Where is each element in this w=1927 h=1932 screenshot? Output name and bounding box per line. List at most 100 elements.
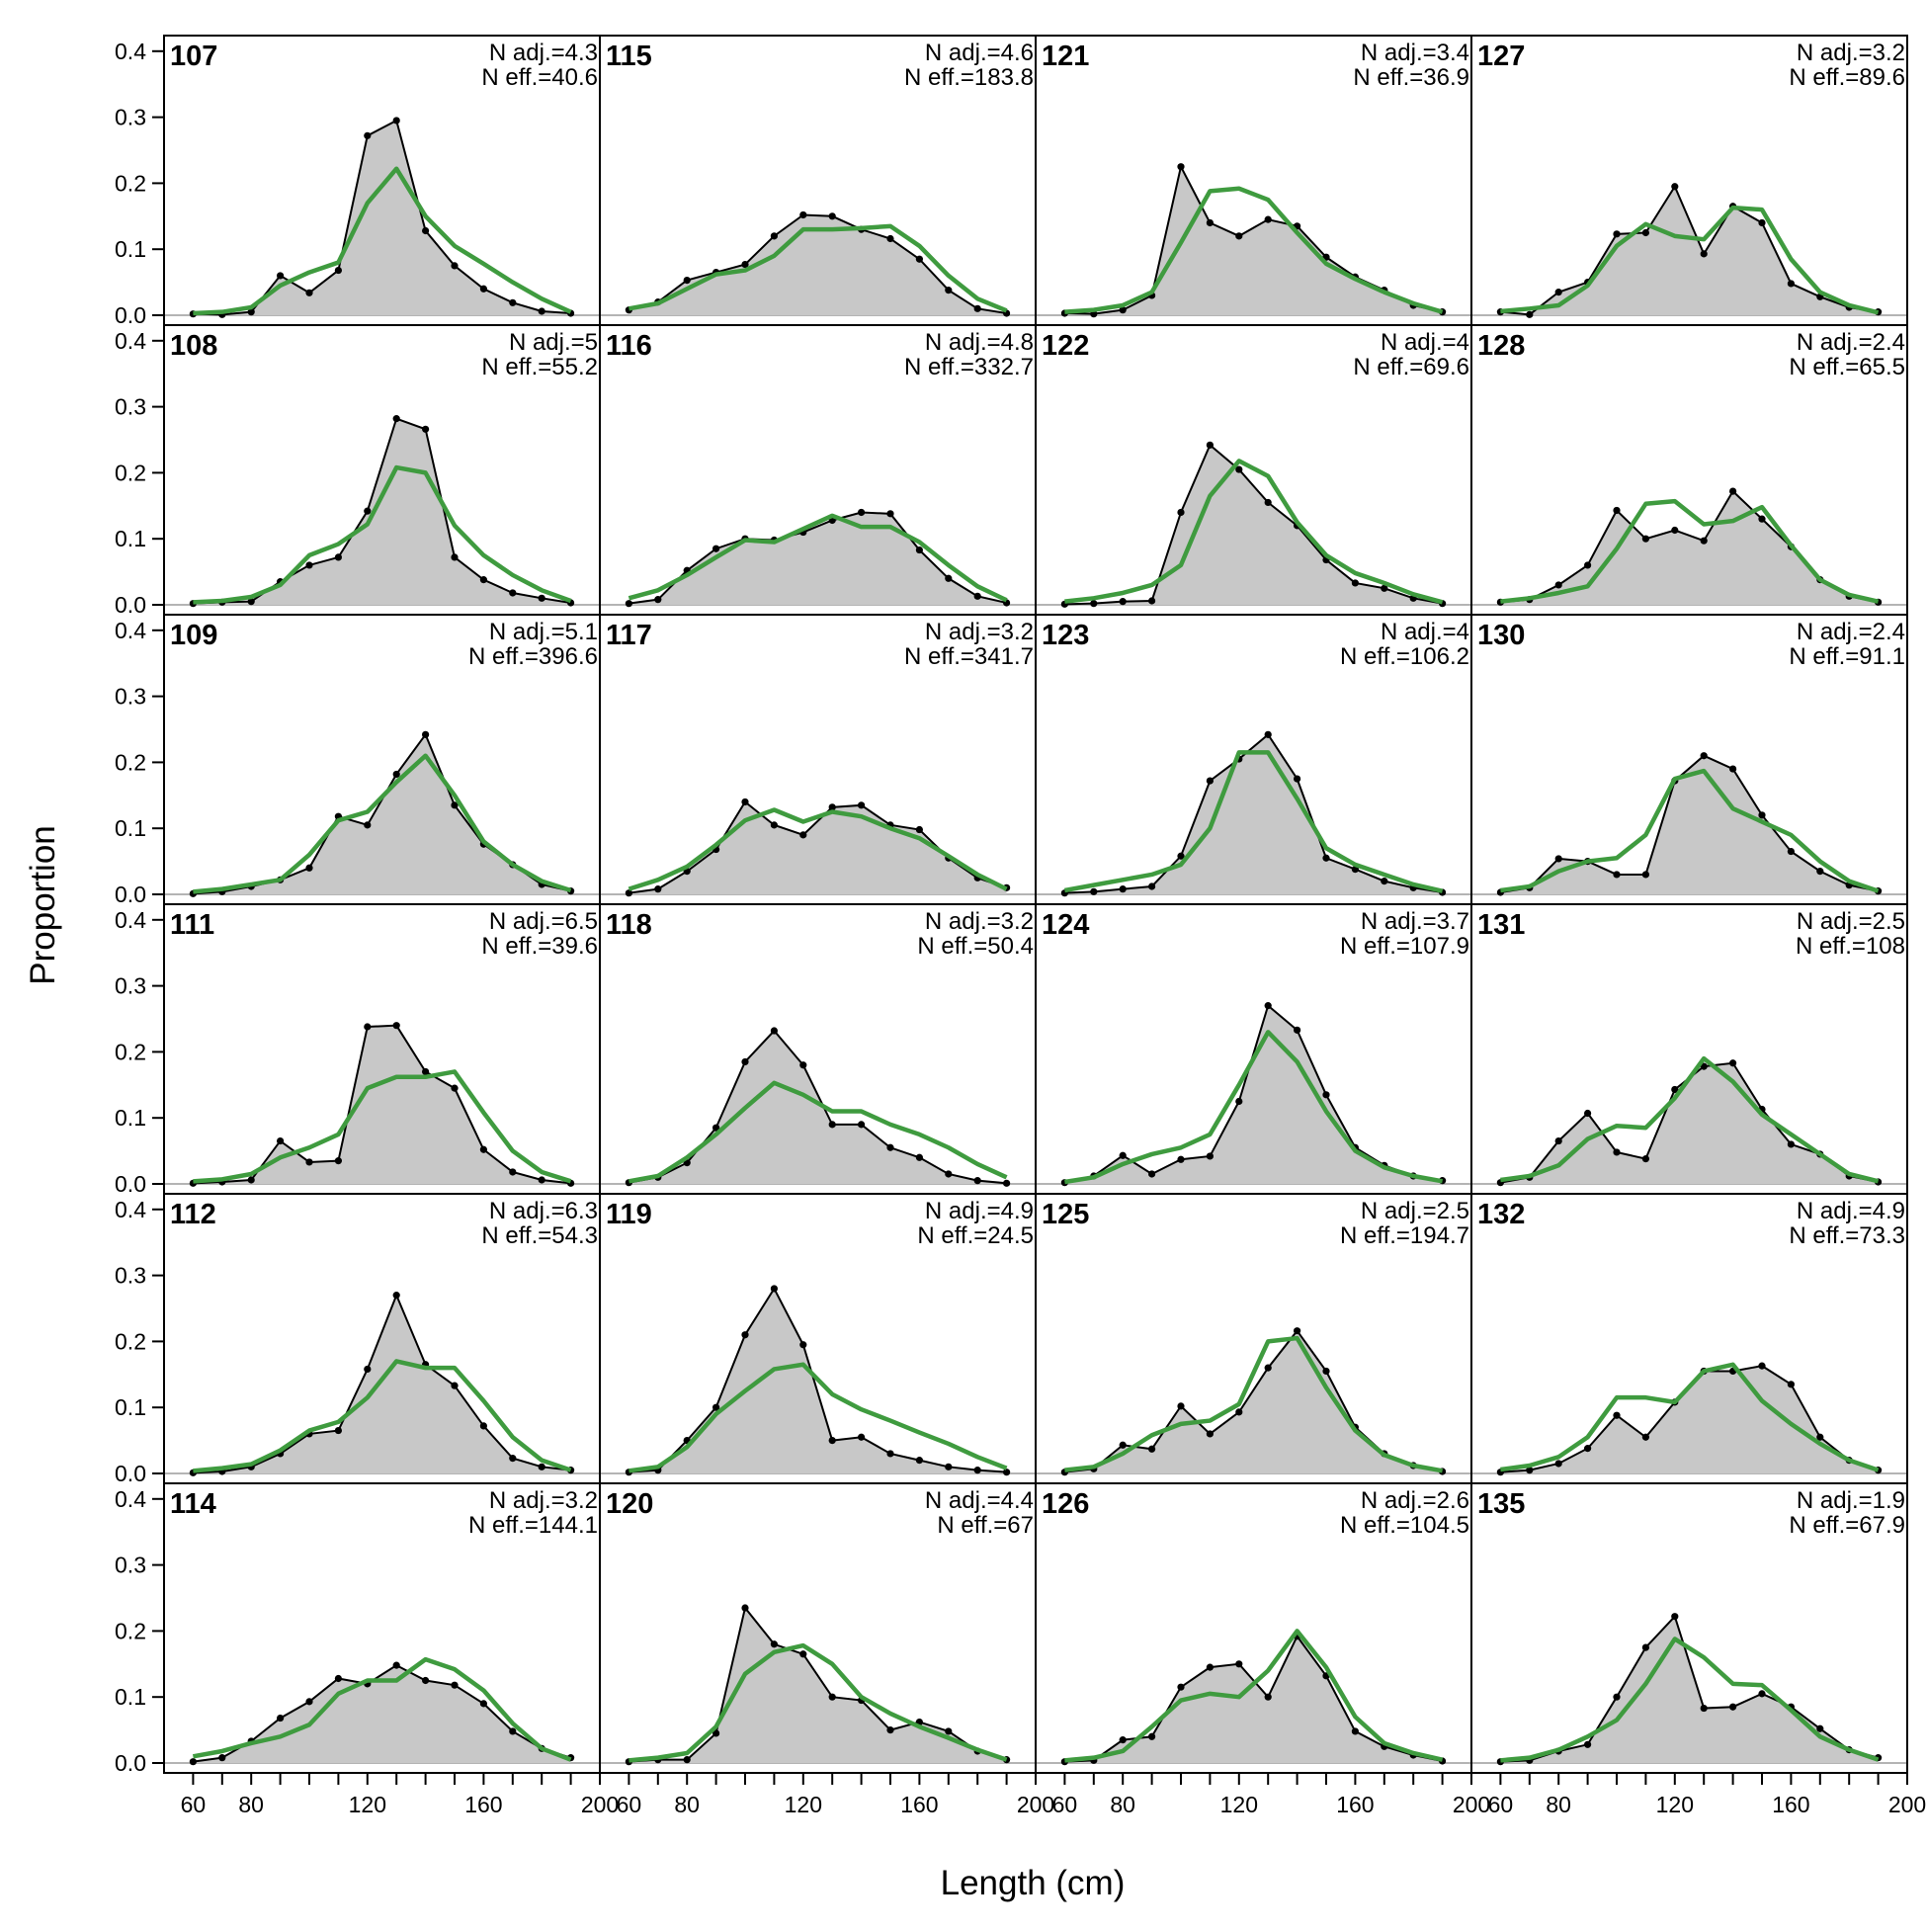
observed-point: [1177, 1402, 1185, 1410]
panel-label: 118: [606, 909, 652, 941]
observed-point: [799, 210, 807, 219]
observed-point: [1787, 280, 1795, 288]
expected-line: [192, 1656, 572, 1762]
observed-point: [1148, 1445, 1156, 1453]
observed-line: [1064, 732, 1443, 894]
n-eff-label: N eff.=108: [1796, 933, 1905, 960]
n-eff-label: N eff.=106.2: [1340, 643, 1469, 670]
x-tick-label: 60: [1052, 1792, 1078, 1817]
observed-point: [538, 594, 545, 602]
observed-point: [1613, 1148, 1621, 1156]
observed-point: [858, 801, 866, 809]
y-tick-label: 0.4: [115, 907, 146, 933]
n-eff-label: N eff.=54.3: [481, 1222, 598, 1249]
observed-point: [973, 304, 981, 312]
x-tick-label: 160: [1772, 1792, 1809, 1817]
observed-point: [1235, 465, 1243, 473]
observed-point: [1322, 1367, 1330, 1376]
y-tick-label: 0.4: [115, 39, 146, 64]
n-adj-label: N adj.=2.4: [1797, 329, 1905, 356]
observed-point: [945, 574, 953, 582]
expected-line: [193, 166, 572, 316]
panel-label: 116: [606, 330, 652, 362]
x-tick-label: 200: [1017, 1792, 1054, 1817]
observed-point: [305, 561, 313, 569]
y-tick-label: 0.3: [115, 1553, 146, 1578]
y-tick-label: 0.0: [115, 882, 146, 907]
observed-area: [1500, 755, 1879, 894]
observed-point: [1177, 852, 1185, 860]
n-eff-label: N eff.=50.4: [917, 933, 1034, 960]
observed-point: [915, 1153, 924, 1161]
observed-point: [509, 1168, 517, 1176]
panel-label: 120: [606, 1488, 653, 1520]
n-adj-label: N adj.=3.2: [925, 619, 1034, 645]
y-tick-label: 0.1: [115, 236, 146, 262]
panel-119: 119 N adj.=4.9N eff.=24.5: [599, 1193, 1037, 1484]
observed-point: [945, 1463, 953, 1470]
observed-point: [509, 1455, 517, 1463]
observed-point: [509, 298, 517, 306]
observed-area: [193, 418, 571, 605]
expected-line: [628, 1080, 1008, 1184]
n-adj-label: N adj.=4: [1381, 619, 1469, 645]
observed-point: [1294, 775, 1301, 783]
observed-point: [741, 798, 749, 806]
panel-115: 115 N adj.=4.6N eff.=183.8: [599, 35, 1037, 326]
n-eff-label: N eff.=55.2: [481, 354, 598, 380]
y-tick-label: 0.1: [115, 526, 146, 551]
observed-point: [625, 889, 633, 897]
observed-point: [1613, 1693, 1621, 1701]
observed-point: [1294, 1327, 1301, 1335]
y-tick-label: 0.1: [115, 1105, 146, 1131]
observed-point: [1351, 579, 1359, 587]
observed-point: [712, 1729, 720, 1737]
x-tick-label: 160: [900, 1792, 938, 1817]
expected-line: [1064, 1335, 1444, 1473]
panel-118: 118 N adj.=3.2N eff.=50.4: [599, 903, 1037, 1195]
panel-117: 117 N adj.=3.2N eff.=341.7: [599, 614, 1037, 905]
observed-area: [1064, 445, 1443, 605]
observed-point: [886, 510, 894, 518]
x-tick-label: 80: [238, 1792, 264, 1817]
y-tick-label: 0.3: [115, 105, 146, 130]
observed-point: [915, 546, 924, 554]
x-tick-label: 200: [1453, 1792, 1490, 1817]
observed-point: [451, 1382, 459, 1389]
observed-point: [1584, 1109, 1592, 1118]
observed-point: [1613, 871, 1621, 879]
y-tick-label: 0.4: [115, 1486, 146, 1512]
observed-point: [1758, 218, 1766, 227]
n-eff-label: N eff.=65.5: [1789, 354, 1905, 380]
observed-point: [1700, 537, 1708, 545]
observed-area: [628, 1288, 1007, 1473]
observed-point: [799, 1341, 807, 1349]
observed-point: [334, 1426, 342, 1435]
expected-line: [628, 1362, 1008, 1473]
n-eff-label: N eff.=69.6: [1353, 354, 1469, 380]
observed-area: [628, 1031, 1007, 1184]
observed-point: [334, 1157, 342, 1165]
n-adj-label: N adj.=5: [509, 329, 598, 356]
n-eff-label: N eff.=341.7: [904, 643, 1034, 670]
expected-line: [1064, 459, 1444, 605]
panel-label: 131: [1477, 909, 1525, 941]
observed-line: [1064, 443, 1443, 606]
observed-point: [683, 276, 691, 285]
panel-label: 114: [170, 1488, 216, 1520]
observed-point: [305, 289, 313, 296]
y-tick-label: 0.2: [115, 749, 146, 775]
observed-point: [799, 831, 807, 839]
expected-line: [1500, 205, 1880, 315]
observed-point: [1264, 1364, 1272, 1372]
observed-point: [1526, 1467, 1534, 1474]
observed-line: [628, 511, 1007, 605]
panel-123: 123 N adj.=4N eff.=106.2: [1035, 614, 1472, 905]
observed-point: [799, 1061, 807, 1069]
observed-point: [364, 507, 372, 515]
observed-point: [479, 285, 487, 293]
observed-point: [305, 1158, 313, 1166]
expected-line: [1063, 750, 1444, 893]
panel-label: 128: [1477, 330, 1525, 362]
